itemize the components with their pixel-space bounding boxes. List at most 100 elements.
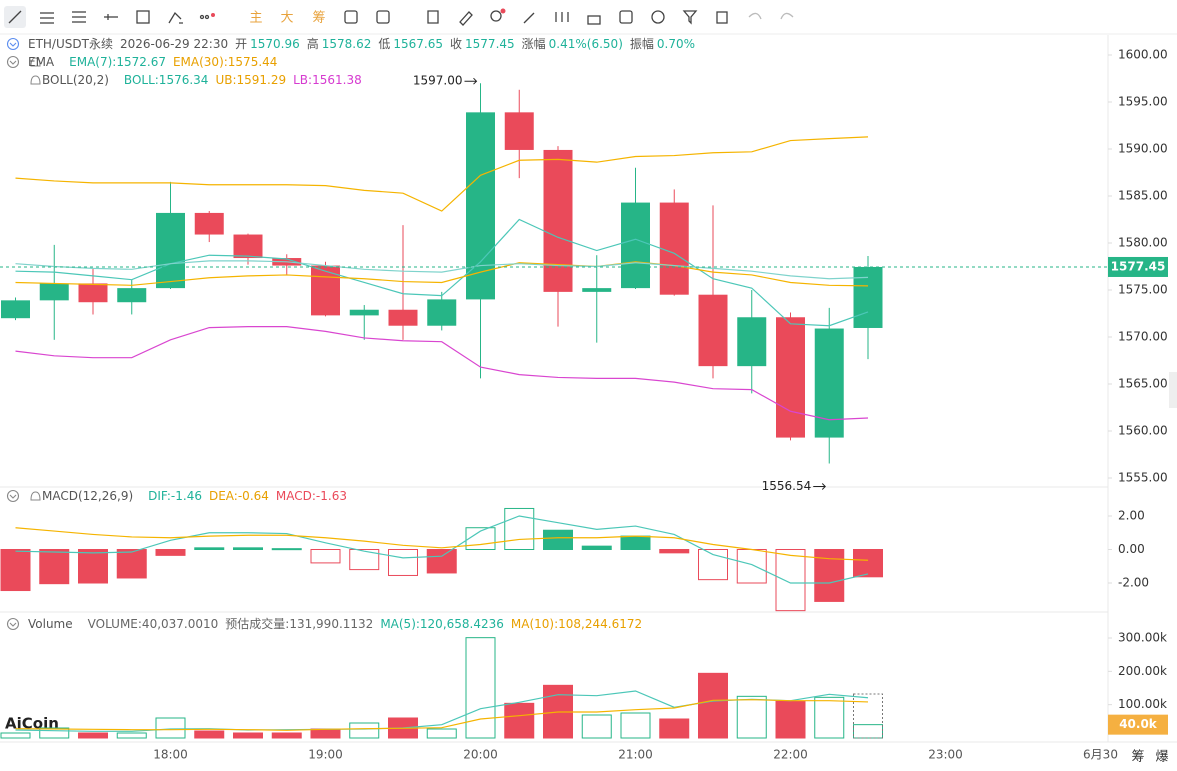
volume-bar xyxy=(698,672,728,739)
x-tick-label: 19:00 xyxy=(308,748,343,762)
macd-bar xyxy=(388,549,418,576)
candle-body xyxy=(504,112,534,150)
toolbar-button[interactable]: 主 xyxy=(249,11,262,26)
extreme-arrow xyxy=(464,77,478,85)
volume-bar xyxy=(814,696,845,739)
field-value: 1578.62 xyxy=(321,37,372,51)
y-tick-label: 100.00k xyxy=(1118,697,1167,711)
header-field: 涨幅 0.41%(6.50) xyxy=(522,36,623,52)
field-value: 1577.45 xyxy=(465,37,515,51)
field-value: 1567.65 xyxy=(393,37,444,51)
header-field: 振幅 0.70% xyxy=(630,36,695,52)
macd-bar xyxy=(39,549,70,585)
legend-item: DIF:-1.46 xyxy=(148,489,202,503)
macd-bar xyxy=(0,549,31,592)
legend-item: BOLL:1576.34 xyxy=(123,73,209,87)
y-tick-label: -2.00 xyxy=(1118,576,1149,590)
y-tick-label: 0.00 xyxy=(1118,542,1145,556)
volume-bar xyxy=(155,717,186,739)
undo-redo[interactable] xyxy=(748,12,794,20)
y-tick-label: 200.00k xyxy=(1118,664,1167,678)
bottom-button[interactable]: 筹 xyxy=(1131,749,1144,765)
header-field: 开 1570.96 xyxy=(235,36,300,52)
candle-body xyxy=(427,299,457,326)
field-label: 低 xyxy=(378,37,391,51)
toolbar-button[interactable]: 大 xyxy=(280,11,293,26)
macd-bar xyxy=(310,549,341,564)
candle-body xyxy=(621,202,650,289)
header-field: 收 1577.45 xyxy=(450,36,515,52)
macd-bar xyxy=(698,549,728,581)
candle-body xyxy=(39,283,69,301)
legend-title: BOLL(20,2) xyxy=(42,73,109,87)
volume-bar xyxy=(194,730,225,739)
macd-bar xyxy=(465,527,496,550)
volume-bar xyxy=(853,724,883,739)
indicator-line xyxy=(15,260,869,280)
indicator-line xyxy=(15,261,869,287)
legend-item: UB:1591.29 xyxy=(215,73,287,87)
macd-bar xyxy=(504,507,535,550)
candle-body xyxy=(311,265,340,316)
y-tick-label: 1575.00 xyxy=(1118,283,1168,297)
indicator-legend: MACD(12,26,9) DIF:-1.46 DEA:-0.64 MACD:-1.6… xyxy=(42,488,347,504)
indicator-line xyxy=(15,527,869,561)
volume-bar xyxy=(271,732,302,739)
volume-bar xyxy=(39,727,70,739)
predicted-volume xyxy=(853,693,883,739)
candle-body xyxy=(853,266,883,328)
side-handle[interactable] xyxy=(1169,372,1177,408)
candle-body xyxy=(659,202,689,295)
bell-icons[interactable] xyxy=(30,57,41,501)
legend-item: LB:1561.38 xyxy=(293,73,362,87)
volume-bar xyxy=(581,714,612,739)
macd-bar xyxy=(233,547,263,551)
y-tick-label: 1560.00 xyxy=(1118,424,1168,438)
toolbar-icons[interactable] xyxy=(8,8,728,26)
field-label: 振幅 xyxy=(629,37,654,51)
legend-item: MACD:-1.63 xyxy=(275,489,347,503)
toolbar-button[interactable]: 筹 xyxy=(312,10,325,26)
macd-bar xyxy=(543,529,573,550)
macd-bar xyxy=(775,549,806,612)
macd-bar xyxy=(194,547,225,551)
candle-body xyxy=(543,149,573,292)
header-field: 高 1578.62 xyxy=(307,36,372,52)
y-tick-label: 1595.00 xyxy=(1118,95,1168,109)
legend-item: EMA(7):1572.67 xyxy=(69,55,166,69)
field-label: 涨幅 xyxy=(521,37,546,51)
candle-body xyxy=(233,234,263,259)
macd-bar xyxy=(349,549,380,571)
volume-bar xyxy=(78,732,108,739)
last-price-box xyxy=(1108,256,1168,277)
candle-body xyxy=(466,112,495,300)
volume-bar xyxy=(659,718,690,739)
indicator-line xyxy=(15,326,869,421)
x-tick-label: 21:00 xyxy=(618,748,653,762)
header-field: 低 1567.65 xyxy=(378,36,443,52)
field-value: 0.41%(6.50) xyxy=(548,37,623,51)
candle-body xyxy=(814,328,844,438)
x-tick-label: 23:00 xyxy=(928,748,963,762)
indicator-legend: EMA EMA(7):1572.67 EMA(30):1575.44 xyxy=(28,54,277,70)
y-tick-label: 300.00k xyxy=(1118,631,1167,645)
legend-icons[interactable] xyxy=(6,37,20,631)
indicator-legend: BOLL(20,2) BOLL:1576.34 UB:1591.29 LB:1561.… xyxy=(42,72,362,88)
candle-body xyxy=(737,317,767,367)
candle-body xyxy=(776,317,805,438)
volume-bar xyxy=(349,722,380,739)
last-price-label: 1577.45 xyxy=(1111,259,1166,273)
legend-title: Volume xyxy=(28,617,73,631)
candle-body xyxy=(388,309,418,326)
volume-bar xyxy=(233,732,263,739)
y-tick-label: 1590.00 xyxy=(1118,142,1168,156)
volume-bar xyxy=(310,728,341,739)
volume-bar xyxy=(116,732,147,739)
indicator-line xyxy=(15,699,869,731)
x-tick-label: 18:00 xyxy=(153,748,188,762)
candle-body xyxy=(1,300,30,319)
y-tick-label: 1555.00 xyxy=(1118,471,1168,485)
candle-body xyxy=(698,294,728,367)
bottom-button[interactable]: 爆 xyxy=(1155,750,1168,765)
